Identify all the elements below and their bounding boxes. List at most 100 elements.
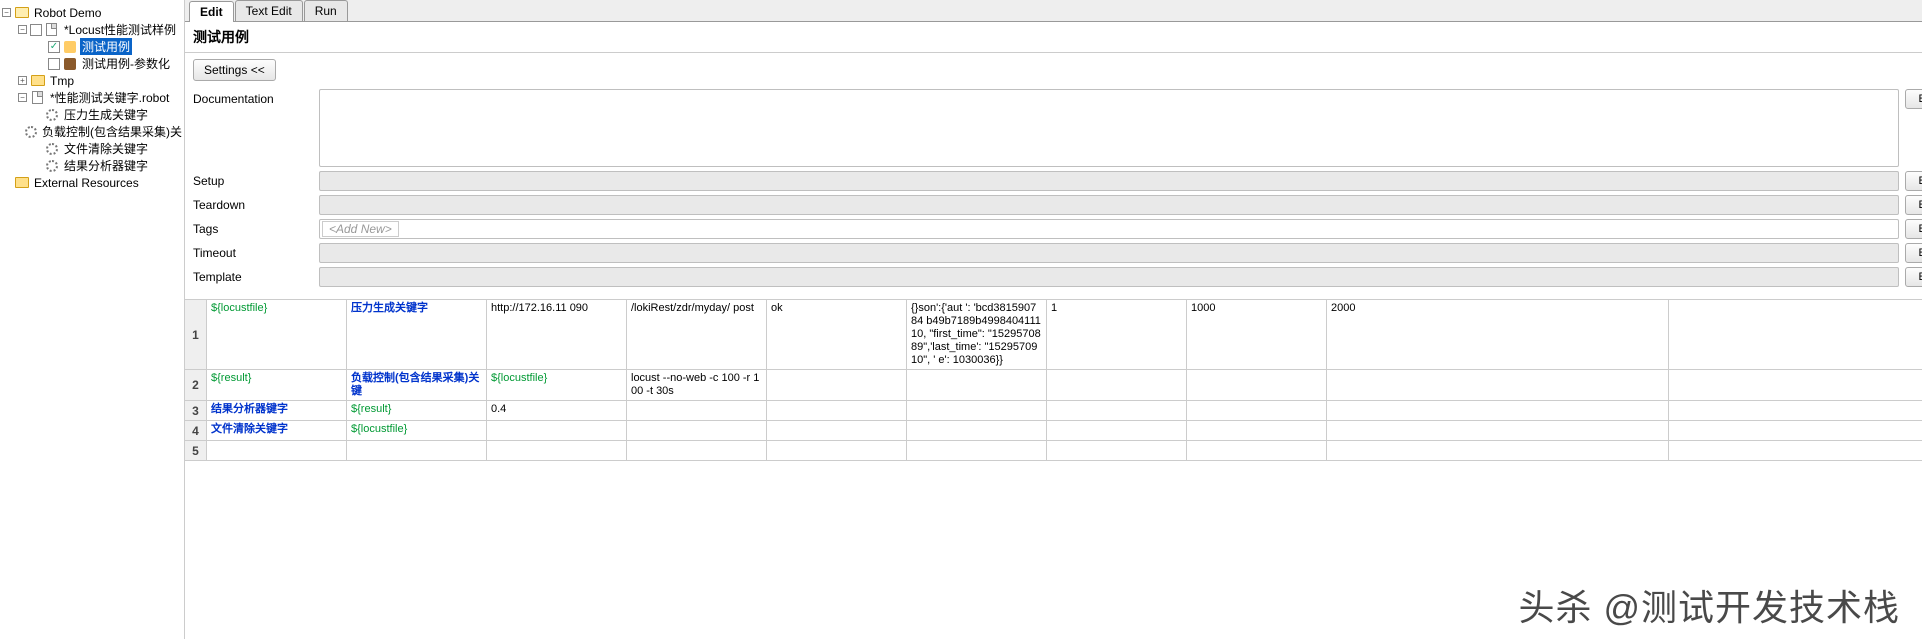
table-row[interactable]: 2 ${result} 负载控制(包含结果采集)关键 ${locustfile}…: [185, 370, 1922, 401]
cell[interactable]: [1327, 401, 1669, 420]
cell[interactable]: locust --no-web -c 100 -r 100 -t 30s: [627, 370, 767, 400]
template-edit-button[interactable]: Edit: [1905, 267, 1922, 287]
row-number: 3: [185, 401, 207, 420]
cell[interactable]: [1669, 370, 1922, 400]
row-number: 5: [185, 441, 207, 460]
table-row[interactable]: 3 结果分析器键字 ${result} 0.4: [185, 401, 1922, 421]
setup-edit-button[interactable]: Edit: [1905, 171, 1922, 191]
collapse-icon[interactable]: −: [18, 93, 27, 102]
cell[interactable]: ${result}: [347, 401, 487, 420]
cell[interactable]: [487, 421, 627, 440]
tab-edit[interactable]: Edit: [189, 1, 234, 22]
cell[interactable]: ${result}: [207, 370, 347, 400]
tab-text-edit[interactable]: Text Edit: [235, 0, 303, 21]
label-setup: Setup: [193, 171, 319, 188]
collapse-icon[interactable]: −: [18, 25, 27, 34]
cell[interactable]: [627, 401, 767, 420]
tree-label: 压力生成关键字: [62, 106, 150, 123]
teardown-edit-button[interactable]: Edit: [1905, 195, 1922, 215]
cell[interactable]: [1187, 421, 1327, 440]
label-timeout: Timeout: [193, 243, 319, 260]
cell[interactable]: 结果分析器键字: [207, 401, 347, 420]
cell[interactable]: 文件清除关键字: [207, 421, 347, 440]
checkbox-icon[interactable]: ✓: [48, 41, 60, 53]
cell[interactable]: [1047, 401, 1187, 420]
cell[interactable]: [1187, 401, 1327, 420]
cell[interactable]: [1669, 421, 1922, 440]
settings-toggle-button[interactable]: Settings <<: [193, 59, 276, 81]
tree-label: External Resources: [32, 176, 141, 190]
checkbox-icon[interactable]: [48, 58, 60, 70]
cell[interactable]: 负载控制(包含结果采集)关键: [347, 370, 487, 400]
cell[interactable]: ok: [767, 300, 907, 369]
tree-kw-4[interactable]: 结果分析器键字: [0, 157, 184, 174]
tree-tmp[interactable]: + Tmp: [0, 72, 184, 89]
cell[interactable]: 2000: [1327, 300, 1669, 369]
table-row[interactable]: 1 ${locustfile} 压力生成关键字 http://172.16.11…: [185, 300, 1922, 370]
tree-kw-3[interactable]: 文件清除关键字: [0, 140, 184, 157]
cell[interactable]: 0.4: [487, 401, 627, 420]
test-steps-grid: 1 ${locustfile} 压力生成关键字 http://172.16.11…: [185, 299, 1922, 461]
cell[interactable]: [1327, 370, 1669, 400]
tab-run[interactable]: Run: [304, 0, 348, 21]
cell[interactable]: [1669, 401, 1922, 420]
cell[interactable]: 压力生成关键字: [347, 300, 487, 369]
cell[interactable]: 1000: [1187, 300, 1327, 369]
cell[interactable]: [1187, 370, 1327, 400]
tree-label: Tmp: [48, 74, 76, 88]
tree-external[interactable]: External Resources: [0, 174, 184, 191]
cell[interactable]: [487, 441, 627, 460]
add-tag-placeholder[interactable]: <Add New>: [322, 221, 399, 237]
expand-icon[interactable]: +: [18, 76, 27, 85]
cell[interactable]: [1187, 441, 1327, 460]
cell[interactable]: [767, 421, 907, 440]
cell[interactable]: [1047, 441, 1187, 460]
cell[interactable]: 1: [1047, 300, 1187, 369]
cell[interactable]: /lokiRest/zdr/myday/ post: [627, 300, 767, 369]
cell[interactable]: [907, 421, 1047, 440]
cell[interactable]: [1327, 421, 1669, 440]
cell[interactable]: [907, 441, 1047, 460]
row-number: 2: [185, 370, 207, 400]
cell[interactable]: ${locustfile}: [347, 421, 487, 440]
timeout-edit-button[interactable]: Edit: [1905, 243, 1922, 263]
tree-suite-locust[interactable]: − *Locust性能测试样例: [0, 21, 184, 38]
cell[interactable]: [907, 401, 1047, 420]
cell[interactable]: [1047, 421, 1187, 440]
cell[interactable]: [1327, 441, 1669, 460]
doc-edit-button[interactable]: Edit: [1905, 89, 1922, 109]
tree-keywords-file[interactable]: − *性能测试关键字.robot: [0, 89, 184, 106]
cell[interactable]: [1047, 370, 1187, 400]
table-row[interactable]: 4 文件清除关键字 ${locustfile}: [185, 421, 1922, 441]
tags-input[interactable]: <Add New>: [319, 219, 1899, 239]
documentation-input[interactable]: [319, 89, 1899, 167]
cell[interactable]: [767, 441, 907, 460]
cell[interactable]: http://172.16.11 090: [487, 300, 627, 369]
tree-test-case[interactable]: ✓ 测试用例: [0, 38, 184, 55]
teardown-input[interactable]: [319, 195, 1899, 215]
table-row[interactable]: 5: [185, 441, 1922, 461]
timeout-input[interactable]: [319, 243, 1899, 263]
label-template: Template: [193, 267, 319, 284]
cell[interactable]: {}son':{'aut ': 'bcd381590784 b49b7189b4…: [907, 300, 1047, 369]
tree-root[interactable]: − Robot Demo: [0, 4, 184, 21]
cell[interactable]: ${locustfile}: [207, 300, 347, 369]
cell[interactable]: [907, 370, 1047, 400]
cell[interactable]: [767, 370, 907, 400]
cell[interactable]: [627, 421, 767, 440]
tree-kw-1[interactable]: 压力生成关键字: [0, 106, 184, 123]
collapse-icon[interactable]: −: [2, 8, 11, 17]
cell[interactable]: [347, 441, 487, 460]
tags-edit-button[interactable]: Edit: [1905, 219, 1922, 239]
cell[interactable]: [1669, 300, 1922, 369]
cell[interactable]: [1669, 441, 1922, 460]
setup-input[interactable]: [319, 171, 1899, 191]
cell[interactable]: [627, 441, 767, 460]
cell[interactable]: [207, 441, 347, 460]
tree-kw-2[interactable]: 负载控制(包含结果采集)关: [0, 123, 184, 140]
cell[interactable]: [767, 401, 907, 420]
tree-test-params[interactable]: 测试用例-参数化: [0, 55, 184, 72]
template-input[interactable]: [319, 267, 1899, 287]
cell[interactable]: ${locustfile}: [487, 370, 627, 400]
checkbox-icon[interactable]: [30, 24, 42, 36]
